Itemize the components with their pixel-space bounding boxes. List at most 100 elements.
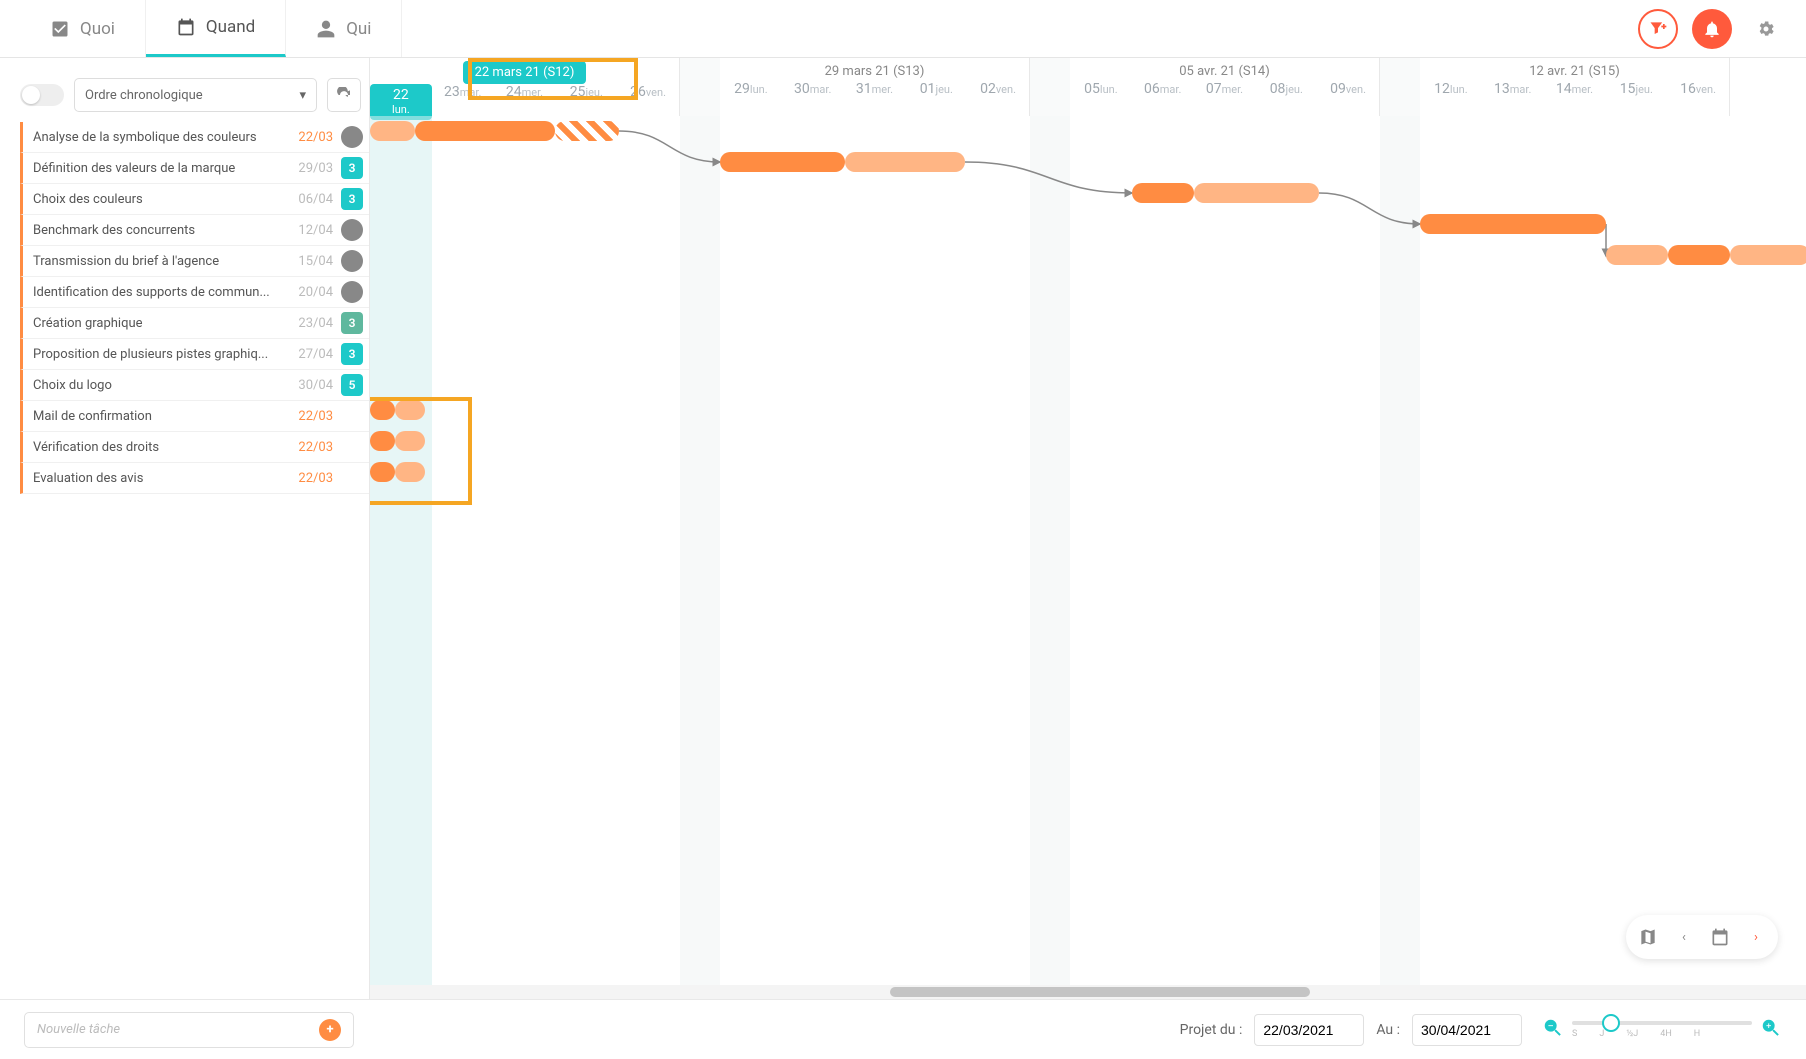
day-column: 01jeu.	[905, 81, 967, 97]
day-column: 22lun.	[370, 84, 432, 120]
gantt-bar[interactable]	[720, 152, 845, 172]
task-row[interactable]: Choix des couleurs06/043	[20, 184, 369, 215]
view-toggle[interactable]	[20, 84, 64, 106]
zoom-mark: S	[1572, 1029, 1577, 1039]
gantt-bar[interactable]	[395, 462, 425, 482]
task-row[interactable]: Benchmark des concurrents12/04	[20, 215, 369, 246]
zoom-out-button[interactable]	[1542, 1017, 1564, 1043]
tab-qui[interactable]: Qui	[286, 0, 402, 57]
day-column: 07mer.	[1194, 81, 1256, 97]
day-column: 26ven.	[617, 84, 679, 120]
day-column: 08jeu.	[1255, 81, 1317, 97]
gantt-bar[interactable]	[845, 152, 965, 172]
bottom-bar: Nouvelle tâche + Projet du : Au : SJ½J4H…	[0, 999, 1806, 1059]
zoom-mark: H	[1694, 1029, 1700, 1039]
sort-select[interactable]: Ordre chronologique ▾	[74, 78, 317, 112]
assignee-avatar	[341, 126, 363, 148]
zoom-labels: SJ½J4HH	[1572, 1029, 1752, 1039]
nav-today-button[interactable]	[1702, 919, 1738, 955]
task-badge: 3	[341, 312, 363, 334]
gantt-bar[interactable]	[1730, 245, 1806, 265]
gantt-row	[370, 457, 1806, 488]
week-label: 05 avr. 21 (S14)	[1070, 58, 1379, 81]
task-row[interactable]: Choix du logo30/045	[20, 370, 369, 401]
zoom-slider[interactable]	[1572, 1021, 1752, 1025]
task-row[interactable]: Transmission du brief à l'agence15/04	[20, 246, 369, 277]
task-name: Création graphique	[23, 316, 289, 331]
task-name: Evaluation des avis	[23, 471, 289, 486]
zoom-out-icon	[1542, 1017, 1564, 1039]
new-task-input[interactable]: Nouvelle tâche +	[24, 1012, 354, 1048]
gantt-row	[370, 147, 1806, 178]
task-name: Choix du logo	[23, 378, 289, 393]
filter-button[interactable]	[1638, 9, 1678, 49]
gantt-bar[interactable]	[370, 400, 395, 420]
task-badge: 3	[341, 157, 363, 179]
day-column: 14mer.	[1544, 81, 1606, 97]
project-start-date[interactable]	[1254, 1014, 1364, 1046]
gantt-bar[interactable]	[415, 121, 555, 141]
sort-select-label: Ordre chronologique	[85, 88, 203, 103]
gantt-row	[370, 395, 1806, 426]
day-column: 23mar.	[432, 84, 494, 120]
gantt-row	[370, 426, 1806, 457]
filter-plus-icon	[1648, 19, 1668, 39]
week-column: 05 avr. 21 (S14)05lun.06mar.07mer.08jeu.…	[1070, 58, 1380, 116]
task-name: Vérification des droits	[23, 440, 289, 455]
refresh-icon	[336, 87, 352, 103]
nav-prev-button[interactable]: ‹	[1666, 919, 1702, 955]
day-column: 29lun.	[720, 81, 782, 97]
task-row[interactable]: Proposition de plusieurs pistes graphiq.…	[20, 339, 369, 370]
timeline-body[interactable]	[370, 116, 1806, 999]
task-date: 20/04	[289, 285, 341, 300]
add-task-button[interactable]: +	[319, 1019, 341, 1041]
top-tabs: QuoiQuandQui	[0, 0, 1806, 58]
zoom-in-button[interactable]	[1760, 1017, 1782, 1043]
gantt-bar[interactable]	[370, 462, 395, 482]
zoom-mark: ½J	[1626, 1029, 1638, 1039]
assignee-avatar	[341, 219, 363, 241]
task-date: 22/03	[289, 130, 341, 145]
task-row[interactable]: Identification des supports de commun...…	[20, 277, 369, 308]
task-name: Choix des couleurs	[23, 192, 289, 207]
timeline-scrollbar[interactable]	[370, 985, 1806, 999]
gantt-row	[370, 116, 1806, 147]
task-row[interactable]: Vérification des droits22/03	[20, 432, 369, 463]
project-end-date[interactable]	[1412, 1014, 1522, 1046]
day-column: 30mar.	[782, 81, 844, 97]
tab-quoi[interactable]: Quoi	[20, 0, 146, 57]
notifications-button[interactable]	[1692, 9, 1732, 49]
day-column: 12lun.	[1420, 81, 1482, 97]
task-row[interactable]: Evaluation des avis22/03	[20, 463, 369, 494]
gantt-bar[interactable]	[395, 400, 425, 420]
timeline-header: 22 mars 21 (S12)22lun.23mar.24mer.25jeu.…	[370, 58, 1806, 116]
gantt-bar[interactable]	[370, 121, 415, 141]
refresh-button[interactable]	[327, 78, 361, 112]
task-sidebar: Ordre chronologique ▾ Analyse de la symb…	[0, 58, 370, 999]
gantt-bar[interactable]	[1606, 245, 1668, 265]
week-label: 22 mars 21 (S12)	[463, 61, 587, 84]
gantt-bar[interactable]	[1132, 183, 1194, 203]
gantt-row	[370, 302, 1806, 333]
task-date: 06/04	[289, 192, 341, 207]
gantt-bar[interactable]	[395, 431, 425, 451]
day-column: 06mar.	[1132, 81, 1194, 97]
nav-next-button[interactable]: ›	[1738, 919, 1774, 955]
gantt-bar[interactable]	[370, 431, 395, 451]
task-row[interactable]: Analyse de la symbolique des couleurs22/…	[20, 122, 369, 153]
settings-button[interactable]	[1746, 9, 1786, 49]
gantt-bar[interactable]	[1668, 245, 1730, 265]
tab-quand[interactable]: Quand	[146, 0, 286, 57]
gantt-bar[interactable]	[555, 121, 619, 141]
task-date: 29/03	[289, 161, 341, 176]
task-row[interactable]: Mail de confirmation22/03	[20, 401, 369, 432]
gear-icon	[1756, 19, 1776, 39]
nav-map-button[interactable]	[1630, 919, 1666, 955]
gantt-bar[interactable]	[1420, 214, 1606, 234]
day-column: 31mer.	[844, 81, 906, 97]
task-row[interactable]: Création graphique23/043	[20, 308, 369, 339]
zoom-in-icon	[1760, 1017, 1782, 1039]
task-row[interactable]: Définition des valeurs de la marque29/03…	[20, 153, 369, 184]
project-to-label: Au :	[1376, 1022, 1400, 1038]
gantt-bar[interactable]	[1194, 183, 1319, 203]
